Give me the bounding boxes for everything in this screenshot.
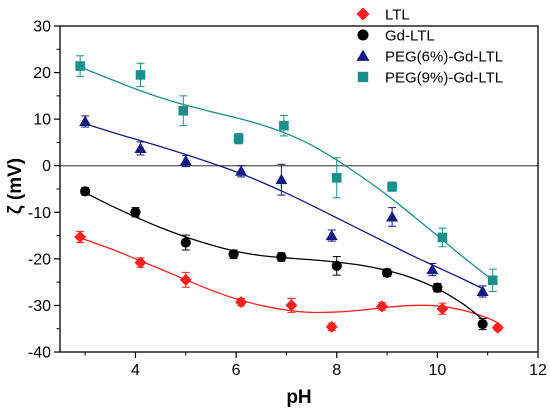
data-point-series-0 <box>285 299 298 312</box>
legend-label: PEG(6%)-Gd-LTL <box>385 49 503 66</box>
y-tick-label: -40 <box>28 345 51 362</box>
y-tick-label: -30 <box>28 298 51 315</box>
fit-curve-series-0 <box>79 237 499 324</box>
data-point-series-3 <box>279 120 289 131</box>
data-point-series-3 <box>487 275 498 286</box>
data-point-series-0 <box>179 273 192 286</box>
x-tick-label: 8 <box>332 362 341 379</box>
data-point-series-3 <box>178 105 189 116</box>
data-point-series-0 <box>235 296 248 309</box>
data-point-series-2 <box>79 115 92 126</box>
data-markers <box>74 61 504 334</box>
data-point-series-1 <box>381 267 393 278</box>
data-point-series-1 <box>276 251 287 263</box>
data-point-series-1 <box>130 207 141 218</box>
legend-label: PEG(9%)-Gd-LTL <box>385 70 503 87</box>
data-point-series-2 <box>134 142 147 153</box>
data-point-series-3 <box>233 133 244 144</box>
data-point-series-3 <box>387 181 397 192</box>
legend-marker-3 <box>357 71 369 83</box>
data-point-series-0 <box>134 256 147 269</box>
data-point-series-0 <box>436 302 449 315</box>
data-point-series-2 <box>179 155 192 166</box>
x-tick-label: 12 <box>529 362 547 379</box>
data-point-series-2 <box>325 229 338 241</box>
data-point-series-2 <box>476 285 489 296</box>
x-tick-label: 6 <box>232 362 241 379</box>
y-axis-title: ζ (mV) <box>5 158 26 214</box>
data-point-series-2 <box>275 173 288 185</box>
data-point-series-0 <box>491 321 504 334</box>
data-point-series-2 <box>426 263 439 275</box>
legend-marker-1 <box>357 29 369 41</box>
data-point-series-1 <box>477 318 488 330</box>
data-point-series-2 <box>386 210 399 222</box>
data-point-series-1 <box>180 237 191 248</box>
data-point-series-1 <box>432 282 443 293</box>
data-point-series-1 <box>331 260 342 271</box>
fit-curve-series-3 <box>79 66 494 281</box>
x-axis-title: pH <box>286 387 311 408</box>
tick-labels: 4 6 8 10 12 -40 -30 -20 -10 0 10 20 30 <box>28 19 547 380</box>
data-point-series-0 <box>376 300 389 313</box>
axis-ticks <box>54 25 539 358</box>
plot-area <box>60 55 538 334</box>
x-tick-label: 4 <box>131 362 140 379</box>
data-point-series-0 <box>325 320 338 333</box>
legend-marker-2 <box>356 49 370 61</box>
y-tick-label: 30 <box>33 19 51 36</box>
legend-marker-0 <box>356 7 370 21</box>
legend-label: LTL <box>385 7 410 24</box>
data-point-series-3 <box>437 232 448 243</box>
data-point-series-1 <box>228 249 239 260</box>
data-point-series-1 <box>80 186 91 197</box>
y-tick-label: 10 <box>33 112 51 129</box>
x-tick-label: 10 <box>428 362 446 379</box>
legend: LTL Gd-LTL PEG(6%)-Gd-LTL PEG(9%)-Gd-LTL <box>356 7 503 87</box>
y-tick-label: 0 <box>42 158 51 175</box>
legend-label: Gd-LTL <box>385 28 435 45</box>
fit-curve-series-2 <box>84 123 483 290</box>
fit-curve-series-1 <box>84 192 484 320</box>
y-tick-label: 20 <box>33 65 51 82</box>
data-point-series-3 <box>135 70 146 80</box>
data-point-series-0 <box>74 230 87 243</box>
y-tick-label: -20 <box>28 251 51 268</box>
y-tick-label: -10 <box>28 205 51 222</box>
data-point-series-3 <box>75 61 85 71</box>
data-point-series-3 <box>331 173 342 183</box>
data-point-series-2 <box>235 165 248 176</box>
